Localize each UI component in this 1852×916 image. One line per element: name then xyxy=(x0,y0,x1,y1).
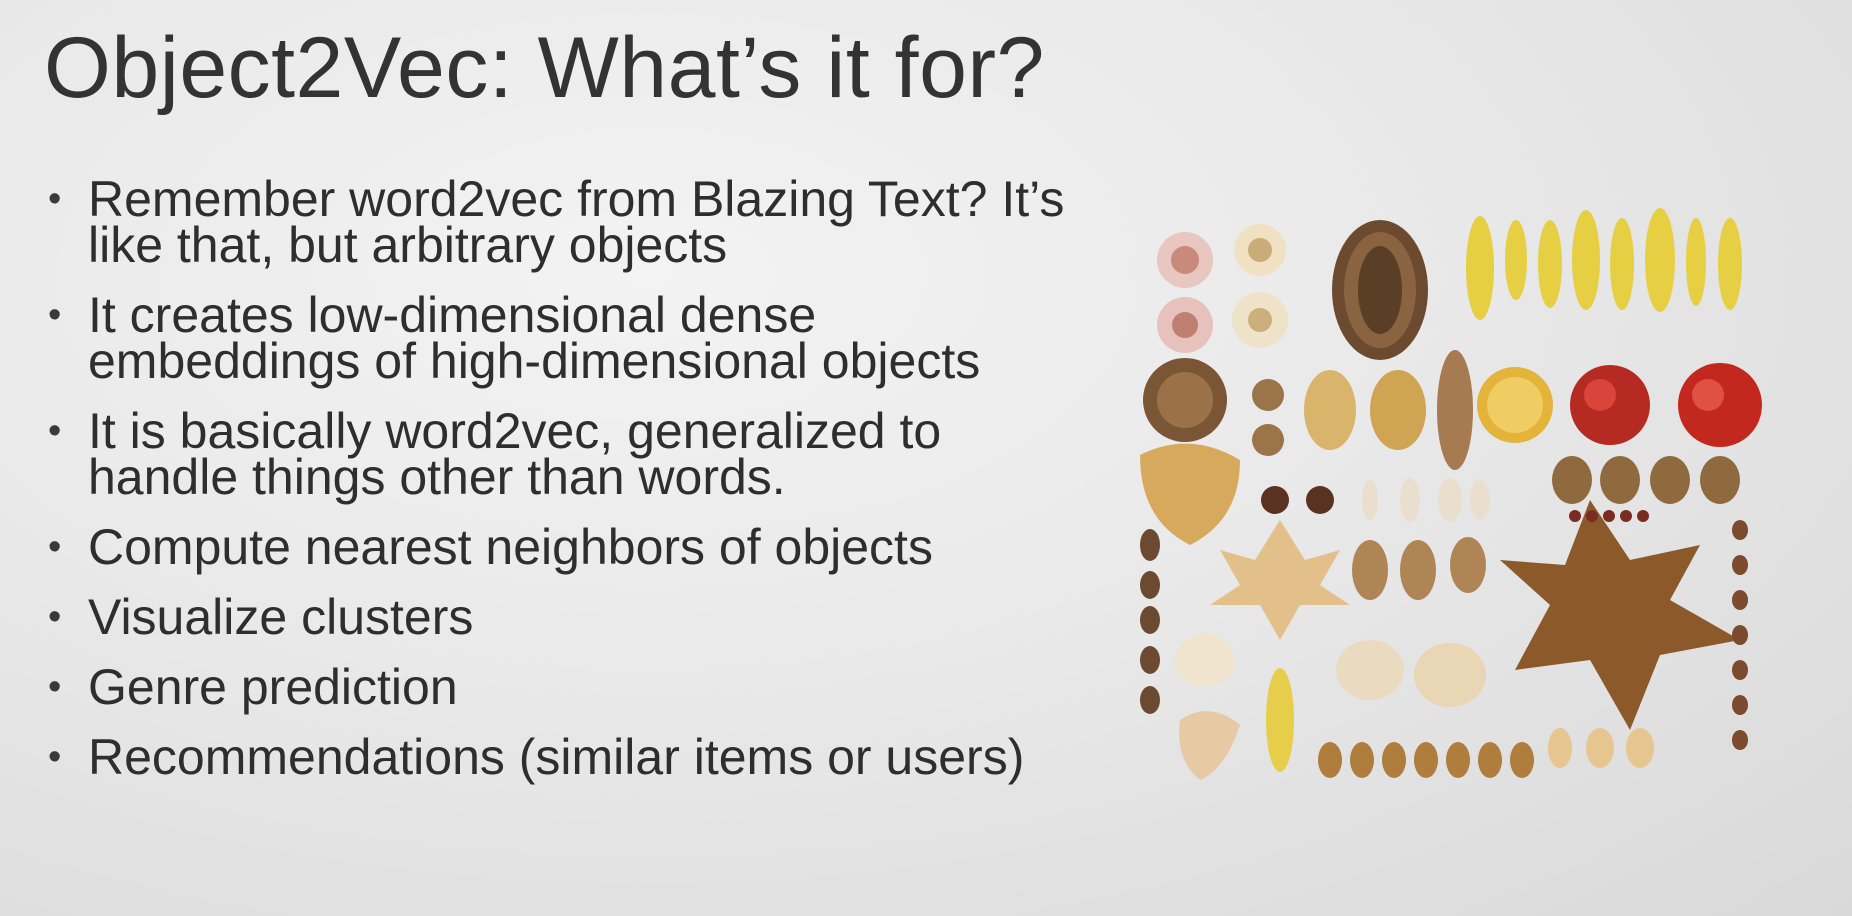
large-brown-leaf-icon xyxy=(1500,500,1740,730)
pale-flower-leaf-icon xyxy=(1179,711,1240,780)
dried-leaf-icon xyxy=(1304,370,1426,450)
red-berry-row-icon xyxy=(1569,510,1649,522)
bullet-item: Compute nearest neighbors of objects xyxy=(40,522,1090,572)
yellow-leaf-row-icon xyxy=(1466,208,1742,320)
bullet-item: Visualize clusters xyxy=(40,592,1090,642)
autumn-objects-collage-image xyxy=(1140,208,1762,780)
seed-column-icon xyxy=(1732,520,1748,750)
pine-cone-small-icon xyxy=(1143,358,1227,442)
walnut-icon xyxy=(1252,379,1284,456)
plane-leaf-icon xyxy=(1140,443,1240,545)
apple-icon xyxy=(1570,363,1762,447)
acorn-row-icon xyxy=(1318,742,1534,778)
star-anise-icon xyxy=(1261,486,1334,514)
bullet-item: Recommendations (similar items or users) xyxy=(40,732,1090,782)
bullet-item: Genre prediction xyxy=(40,662,1090,712)
pine-cone-icon xyxy=(1332,220,1428,360)
yellow-pointed-leaf-icon xyxy=(1266,668,1294,772)
dried-rose-icon xyxy=(1175,634,1486,707)
fir-cone-icon xyxy=(1437,350,1473,470)
bullet-item: Remember word2vec from Blazing Text? It’… xyxy=(40,174,1090,270)
slide-title: Object2Vec: What’s it for? xyxy=(44,20,1045,116)
dried-flower-icon xyxy=(1157,224,1288,353)
bullet-item: It is basically word2vec, generalized to… xyxy=(40,406,1090,502)
bullet-list: Remember word2vec from Blazing Text? It’… xyxy=(40,174,1090,804)
bullet-item: It creates low-dimensional dense embeddi… xyxy=(40,290,1090,386)
dried-orange-icon xyxy=(1477,367,1553,443)
larch-cone-icon xyxy=(1352,537,1486,600)
maple-leaf-icon xyxy=(1210,520,1350,640)
pale-leaf-icon xyxy=(1362,478,1490,522)
small-pale-leaf-icon xyxy=(1548,728,1654,768)
walnut-row-icon xyxy=(1552,456,1740,504)
small-cone-column-icon xyxy=(1140,529,1160,714)
